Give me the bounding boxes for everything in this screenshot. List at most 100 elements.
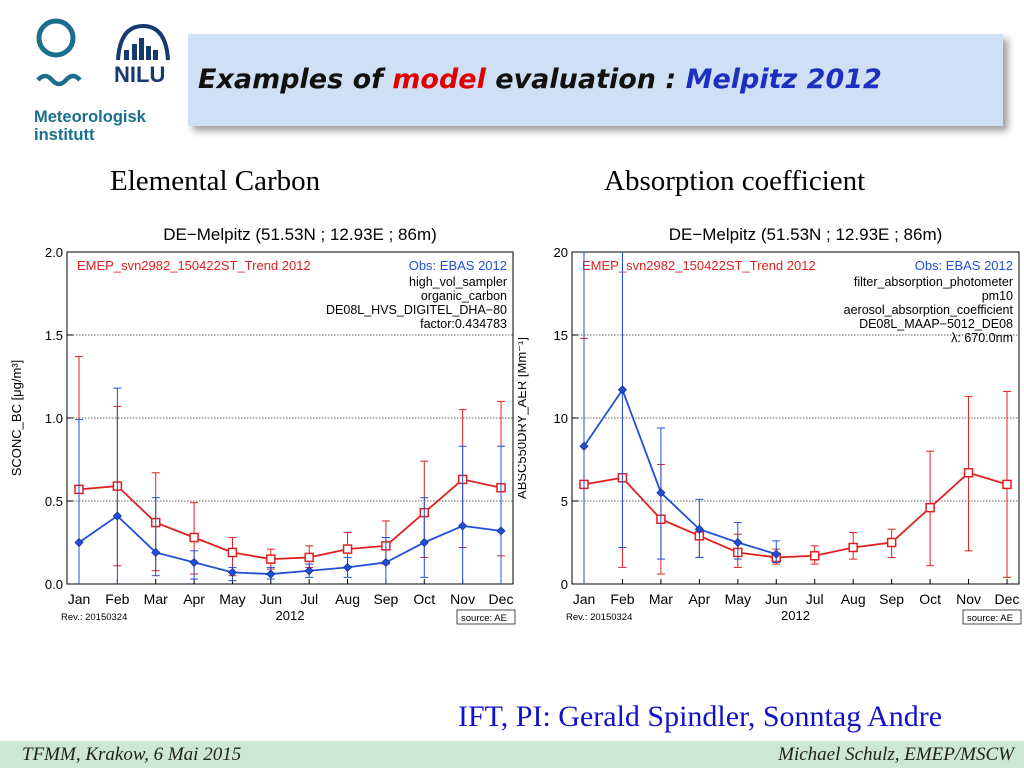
x-tick-label: Aug xyxy=(841,591,866,607)
source-label: source: AE xyxy=(967,613,1013,624)
chart-elemental-carbon: 0.0 0.5 1.0 1.5 2.0 Jan Feb Mar Apr May Jun Jul Aug S… xyxy=(9,225,516,625)
x-tick-label: Jan xyxy=(68,591,91,607)
footer-bar xyxy=(0,741,1024,768)
caption-right: Absorption coefficient xyxy=(604,165,866,197)
data-point xyxy=(771,549,781,559)
obs-series xyxy=(579,252,781,584)
y-axis-label: SCONC_BC [μg/m³] xyxy=(9,360,24,477)
info-label: pm10 xyxy=(982,289,1013,303)
info-label: DE08L_MAAP−5012_DE08 xyxy=(859,317,1013,331)
data-point xyxy=(189,557,199,567)
x-axis-label: 2012 xyxy=(276,608,305,623)
y-tick-label: 1.0 xyxy=(45,411,63,426)
footer-right: Michael Schulz, EMEP/MSCW xyxy=(778,744,1014,765)
x-tick-label: May xyxy=(725,591,751,607)
y-tick-label: 0.0 xyxy=(45,577,63,592)
data-point xyxy=(266,569,276,579)
x-tick-label: Feb xyxy=(105,591,129,607)
meteorologisk-logo-text: Meteorologisk institutt xyxy=(34,108,146,144)
data-point xyxy=(733,537,743,548)
series-line xyxy=(583,387,777,555)
chart-title: DE−Melpitz (51.53N ; 12.93E ; 86m) xyxy=(163,225,437,244)
x-tick-label: Dec xyxy=(995,591,1020,607)
revision-label: Rev.: 20150324 xyxy=(61,612,127,623)
x-tick-label: Sep xyxy=(373,591,398,607)
x-tick-label: Nov xyxy=(956,591,981,607)
obs-series xyxy=(74,387,506,584)
source-label: source: AE xyxy=(461,613,507,624)
meteorologisk-emblem-icon xyxy=(36,18,82,87)
data-point xyxy=(925,502,935,513)
info-label: aerosol_absorption_coefficient xyxy=(844,303,1014,317)
nilu-logo-text: NILU xyxy=(114,62,166,87)
caption-left: Elemental Carbon xyxy=(110,165,321,197)
data-point xyxy=(74,537,84,548)
x-tick-label: Aug xyxy=(335,591,360,607)
meteorologisk-logo xyxy=(30,14,90,104)
data-point xyxy=(342,544,353,554)
info-label: DE08L_HVS_DIGITEL_DHA−80 xyxy=(326,303,507,317)
x-tick-label: Jun xyxy=(260,591,283,607)
data-point xyxy=(617,385,628,395)
x-tick-label: Apr xyxy=(688,591,710,607)
info-label: λ: 670.0nm xyxy=(951,331,1013,345)
x-tick-label: Sep xyxy=(879,591,904,607)
data-point xyxy=(963,468,974,478)
data-point xyxy=(381,557,391,567)
chart-absorption-coefficient: 0 5 10 15 20 Jan Feb Mar Apr May Jun Jul Aug Sep Oct No… xyxy=(518,225,1022,625)
title-part-model: model xyxy=(392,64,486,95)
data-point xyxy=(189,532,199,543)
data-point xyxy=(342,562,353,572)
x-tick-label: Mar xyxy=(144,591,168,607)
x-tick-label: Jul xyxy=(300,591,318,607)
y-tick-label: 0 xyxy=(561,577,568,592)
model-legend-label: EMEP_svn2982_150422ST_Trend 2012 xyxy=(582,258,816,273)
x-tick-label: Jul xyxy=(806,591,824,607)
nilu-skyline-icon xyxy=(116,23,170,61)
info-label: organic_carbon xyxy=(421,289,507,303)
x-tick-label: Oct xyxy=(413,591,435,607)
obs-legend-label: Obs: EBAS 2012 xyxy=(915,258,1013,273)
data-point xyxy=(458,521,468,531)
info-label: high_vol_sampler xyxy=(409,275,507,289)
x-axis-label: 2012 xyxy=(781,608,810,623)
info-label: factor:0.434783 xyxy=(420,317,507,331)
x-tick-label: Jun xyxy=(765,591,788,607)
data-point xyxy=(266,554,276,564)
series-line xyxy=(583,471,1008,559)
data-point xyxy=(419,537,429,548)
x-tick-label: Dec xyxy=(489,591,514,607)
x-tick-label: Jan xyxy=(573,591,596,607)
data-point xyxy=(886,537,897,548)
model-legend-label: EMEP_svn2982_150422ST_Trend 2012 xyxy=(77,258,311,273)
data-point xyxy=(694,524,704,534)
series-line xyxy=(78,514,502,575)
x-tick-label: Apr xyxy=(183,591,205,607)
y-axis-label: ABSC550DRY_AER [Mm⁻¹] xyxy=(518,337,529,499)
data-point xyxy=(227,567,238,577)
data-point xyxy=(112,511,122,521)
nilu-logo xyxy=(112,16,174,88)
data-point xyxy=(151,547,161,558)
y-tick-label: 10 xyxy=(554,411,568,426)
x-tick-label: Feb xyxy=(610,591,634,607)
model-series xyxy=(74,356,506,584)
data-point xyxy=(227,547,238,558)
data-point xyxy=(496,526,506,536)
y-tick-label: 20 xyxy=(554,245,568,260)
slide-title: Examples of model evaluation : Melpitz 2… xyxy=(198,64,882,95)
data-point xyxy=(304,552,314,563)
obs-legend-label: Obs: EBAS 2012 xyxy=(409,258,507,273)
source-box xyxy=(962,609,1022,625)
title-part-3: evaluation : xyxy=(485,64,686,95)
x-tick-label: Nov xyxy=(450,591,475,607)
data-point xyxy=(848,542,858,553)
revision-label: Rev.: 20150324 xyxy=(566,612,632,623)
y-tick-label: 1.5 xyxy=(45,328,63,343)
chart-title: DE−Melpitz (51.53N ; 12.93E ; 86m) xyxy=(669,225,943,244)
title-part-1: Examples of xyxy=(198,64,393,95)
title-box xyxy=(188,34,1003,126)
x-tick-label: May xyxy=(219,591,245,607)
x-tick-label: Mar xyxy=(649,591,673,607)
data-point xyxy=(304,566,314,576)
